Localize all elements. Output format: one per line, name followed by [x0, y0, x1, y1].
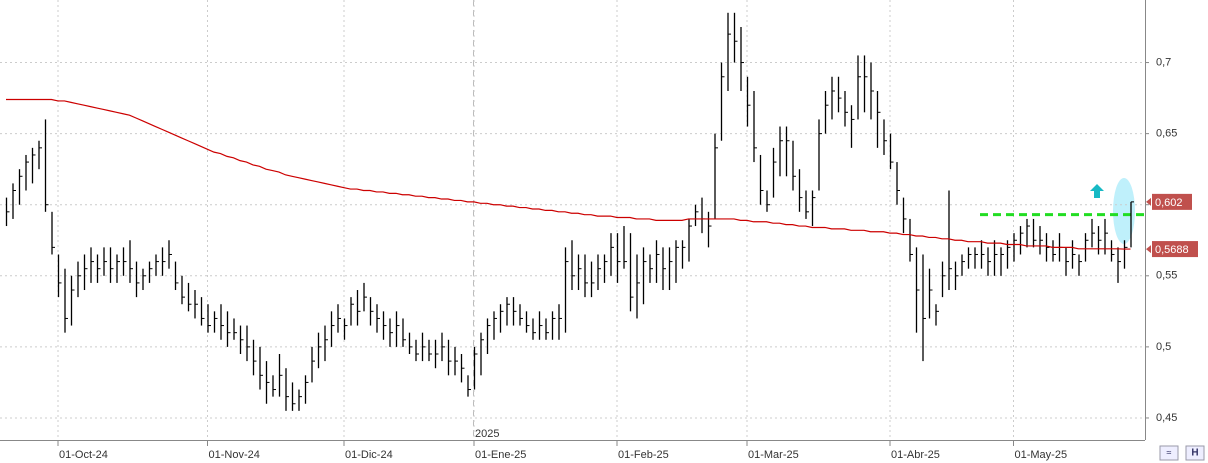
- icon-glyph: ≈: [1167, 447, 1172, 457]
- y-tick-label: 0,5: [1156, 341, 1171, 353]
- icon-glyph: H: [1191, 448, 1198, 459]
- x-tick-label: 01-Dic-24: [345, 449, 393, 461]
- price-label: 0,602: [1155, 197, 1183, 209]
- y-tick-label: 0,65: [1156, 128, 1177, 140]
- x-tick-label: 01-Nov-24: [209, 449, 260, 461]
- icon-button[interactable]: [1159, 445, 1179, 461]
- x-tick-label: 01-Abr-25: [891, 449, 940, 461]
- y-tick-label: 0,7: [1156, 56, 1171, 68]
- price-label: 0,5688: [1155, 244, 1189, 256]
- x-tick-label: 01-Ene-25: [475, 449, 526, 461]
- highlight-ellipse: [1113, 178, 1135, 244]
- moving-average-line: [6, 98, 1131, 250]
- save-button[interactable]: [1185, 445, 1205, 461]
- year-label: 2025: [475, 428, 499, 440]
- y-tick-label: 0,45: [1156, 412, 1177, 424]
- x-tick-label: 01-Mar-25: [748, 449, 799, 461]
- price-pointer: [1146, 245, 1151, 254]
- x-tick-label: 01-Oct-24: [59, 449, 108, 461]
- x-tick-label: 01-Feb-25: [618, 449, 669, 461]
- price-box: [1152, 193, 1192, 210]
- price-box: [1152, 241, 1198, 258]
- up-arrow: [1090, 184, 1104, 198]
- x-tick-label: 01-May-25: [1015, 449, 1068, 461]
- y-tick-label: 0,55: [1156, 270, 1177, 282]
- price-pointer: [1146, 197, 1151, 206]
